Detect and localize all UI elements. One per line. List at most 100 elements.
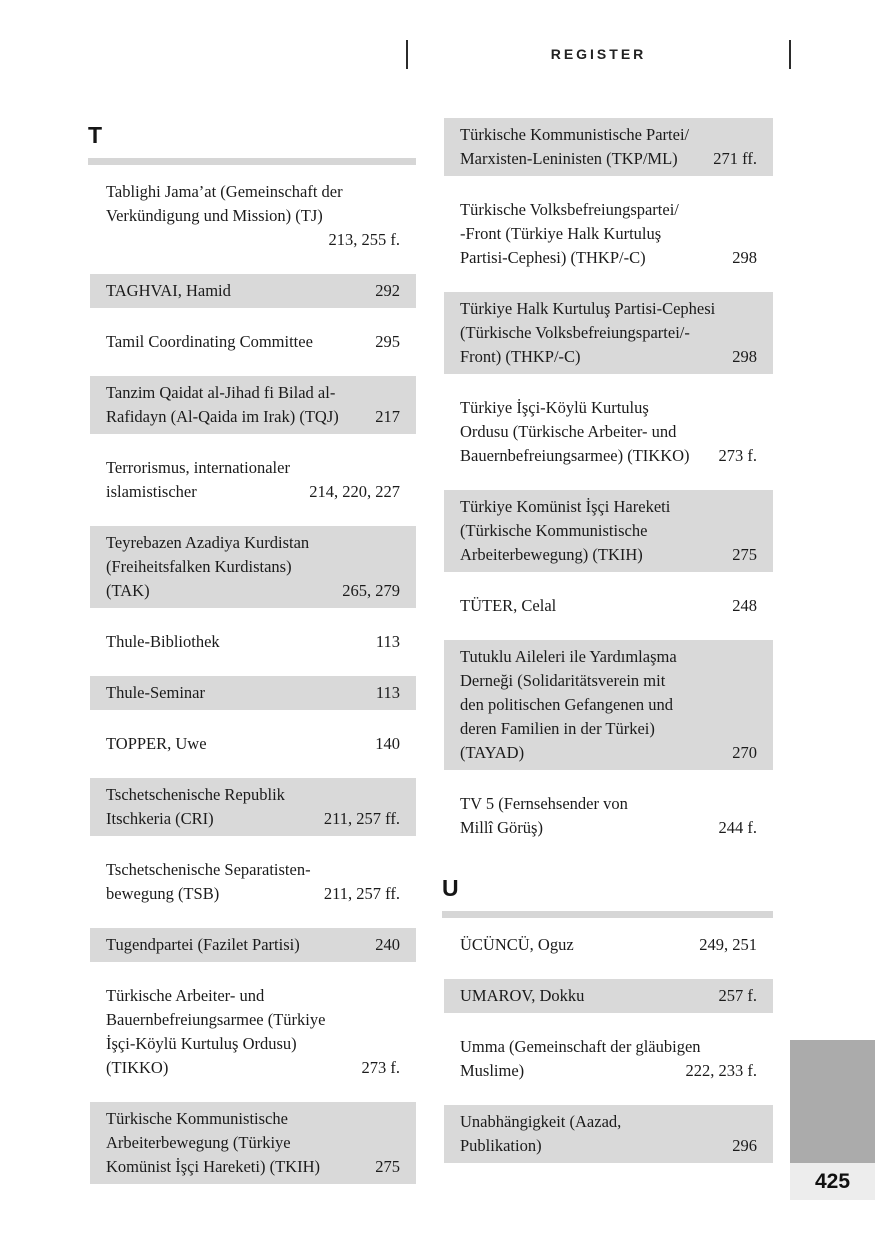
entry-text: TOPPER, Uwe [106,734,207,753]
entry-pages: 257 f. [718,986,758,1005]
entry-line: Tanzim Qaidat al-Jihad fi Bilad al- [106,381,400,405]
entry-text: Marxisten-Leninisten (TKP/ML) [460,149,678,168]
index-entry: Türkiye Halk Kurtuluş Partisi-Cephesi (Tü… [444,292,773,374]
entry-pages: 295 [375,332,400,351]
entry-text: bewegung (TSB) [106,884,220,903]
entry-line: deren Familien in der Türkei) [460,717,757,741]
entry-line: 213, 255 f. [106,228,401,252]
entry-text: Millî Görüş) [460,818,543,837]
entry-pages: 240 [375,935,400,954]
entry-line: Millî Görüş) 244 f. [460,816,757,840]
section-divider [442,911,773,918]
entry-pages: 217 [375,407,400,426]
entry-pages: 271 ff. [713,149,757,168]
entry-line: Türkische Kommunistische Partei/ [460,123,757,147]
index-entry: TAGHVAI, Hamid 292 [90,274,416,308]
entry-line: Teyrebazen Azadiya Kurdistan [106,531,400,555]
entry-line: ÜCÜNCÜ, Oguz 249, 251 [460,933,757,957]
entry-text: (Türkische Volksbefreiungspartei/- [460,323,690,342]
entry-text: Partisi-Cephesi) (THKP/-C) [460,248,646,267]
entry-line: Rafidayn (Al-Qaida im Irak) (TQJ) 217 [106,405,400,429]
entry-line: Tamil Coordinating Committee 295 [106,330,400,354]
entry-text: Thule-Seminar [106,683,205,702]
section-heading-u: U [442,875,459,901]
entry-text: Teyrebazen Azadiya Kurdistan [106,533,310,552]
index-entry: Türkiye İşçi-Köylü Kurtuluş Ordusu (Türki… [444,391,773,473]
entry-pages: 273 f. [361,1058,401,1077]
entry-pages: 265, 279 [342,581,400,600]
entry-line: bewegung (TSB) 211, 257 ff. [106,882,400,906]
entry-text: (TAK) [106,581,150,600]
index-entry: TOPPER, Uwe 140 [90,727,416,761]
entry-text: -Front (Türkiye Halk Kurtuluş [460,224,662,243]
entry-line: Unabhängigkeit (Aazad, [460,1110,757,1134]
index-entry: Türkische Arbeiter- und Bauernbefreiungsa… [90,979,416,1085]
entry-line: TAGHVAI, Hamid 292 [106,279,400,303]
entry-line: Türkische Volksbefreiungspartei/ [460,198,757,222]
entry-text: Komünist İşçi Hareketi) (TKIH) [106,1157,320,1176]
entry-text: Ordusu (Türkische Arbeiter- und [460,422,677,441]
entry-text: Rafidayn (Al-Qaida im Irak) (TQJ) [106,407,339,426]
entry-text: (Türkische Kommunistische [460,521,648,540]
entry-line: den politischen Gefangenen und [460,693,757,717]
entry-pages: 113 [375,683,400,702]
entry-pages: 298 [732,248,757,267]
entry-line: UMAROV, Dokku 257 f. [460,984,757,1008]
index-entry: TÜTER, Celal 248 [444,589,773,623]
entry-text: islamistischer [106,482,197,501]
entry-text: Tugendpartei (Fazilet Partisi) [106,935,300,954]
index-entry: Tugendpartei (Fazilet Partisi) 240 [90,928,416,962]
entry-text: ÜCÜNCÜ, Oguz [460,935,574,954]
page-number-strip: 425 [790,1163,875,1200]
index-entry: Tanzim Qaidat al-Jihad fi Bilad al- Rafid… [90,376,416,434]
entry-pages: 222, 233 f. [685,1061,758,1080]
entry-line: Türkiye Komünist İşçi Hareketi [460,495,757,519]
entry-text: Türkiye Halk Kurtuluş Partisi-Cephesi [460,299,716,318]
entry-text: Umma (Gemeinschaft der gläubigen [460,1037,701,1056]
entry-pages: 273 f. [718,446,758,465]
entry-line: Tablighi Jama’at (Gemeinschaft der [106,180,400,204]
entry-line: Arbeiterbewegung) (TKIH) 275 [460,543,757,567]
index-entry: Tutuklu Aileleri ile Yardımlaşma Derneği … [444,640,773,770]
entry-pages: 298 [732,347,757,366]
entry-line: Umma (Gemeinschaft der gläubigen [460,1035,757,1059]
entry-pages: 270 [732,743,757,762]
entry-line: Muslime) 222, 233 f. [460,1059,757,1083]
entry-text: (TIKKO) [106,1058,169,1077]
entry-line: Publikation) 296 [460,1134,757,1158]
entry-line: Tschetschenische Separatisten- [106,858,400,882]
entry-text: Muslime) [460,1061,525,1080]
entry-line: Tugendpartei (Fazilet Partisi) 240 [106,933,400,957]
entry-line: Partisi-Cephesi) (THKP/-C) 298 [460,246,757,270]
entry-pages: 296 [732,1136,757,1155]
entry-text: Türkische Kommunistische [106,1109,288,1128]
index-column-left: T Tablighi Jama’at (Gemeinschaft der Verkü… [88,118,416,1201]
entry-text: deren Familien in der Türkei) [460,719,655,738]
entry-pages: 214, 220, 227 [309,482,400,501]
entry-line: İşçi-Köylü Kurtuluş Ordusu) [106,1032,400,1056]
entry-line: Verkündigung und Mission) (TJ) [106,204,400,228]
entry-text: (Freiheitsfalken Kurdistans) [106,557,292,576]
entry-line: (Türkische Kommunistische [460,519,757,543]
entry-text: TÜTER, Celal [460,596,557,615]
entry-pages: 213, 255 f. [328,230,401,249]
entry-text: Derneği (Solidaritätsverein mit [460,671,666,690]
index-entry: Thule-Seminar 113 [90,676,416,710]
entry-line: Thule-Bibliothek 113 [106,630,400,654]
index-entry: Tablighi Jama’at (Gemeinschaft der Verkün… [90,175,416,257]
index-entry: Türkiye Komünist İşçi Hareketi (Türkische… [444,490,773,572]
entry-pages: 244 f. [718,818,758,837]
index-entry: Umma (Gemeinschaft der gläubigen Muslime)… [444,1030,773,1088]
entry-pages: 211, 257 ff. [323,809,400,828]
entry-line: islamistischer 214, 220, 227 [106,480,400,504]
entry-line: Türkiye İşçi-Köylü Kurtuluş [460,396,757,420]
section-heading-t: T [88,122,103,148]
entry-text: Tschetschenische Separatisten- [106,860,311,879]
entry-text: Tanzim Qaidat al-Jihad fi Bilad al- [106,383,336,402]
entry-line: (TIKKO) 273 f. [106,1056,400,1080]
entry-text: Türkiye Komünist İşçi Hareketi [460,497,671,516]
entry-text: Tutuklu Aileleri ile Yardımlaşma [460,647,677,666]
page-title: REGISTER [550,46,647,62]
entry-line: Türkiye Halk Kurtuluş Partisi-Cephesi [460,297,757,321]
entry-line: Thule-Seminar 113 [106,681,400,705]
